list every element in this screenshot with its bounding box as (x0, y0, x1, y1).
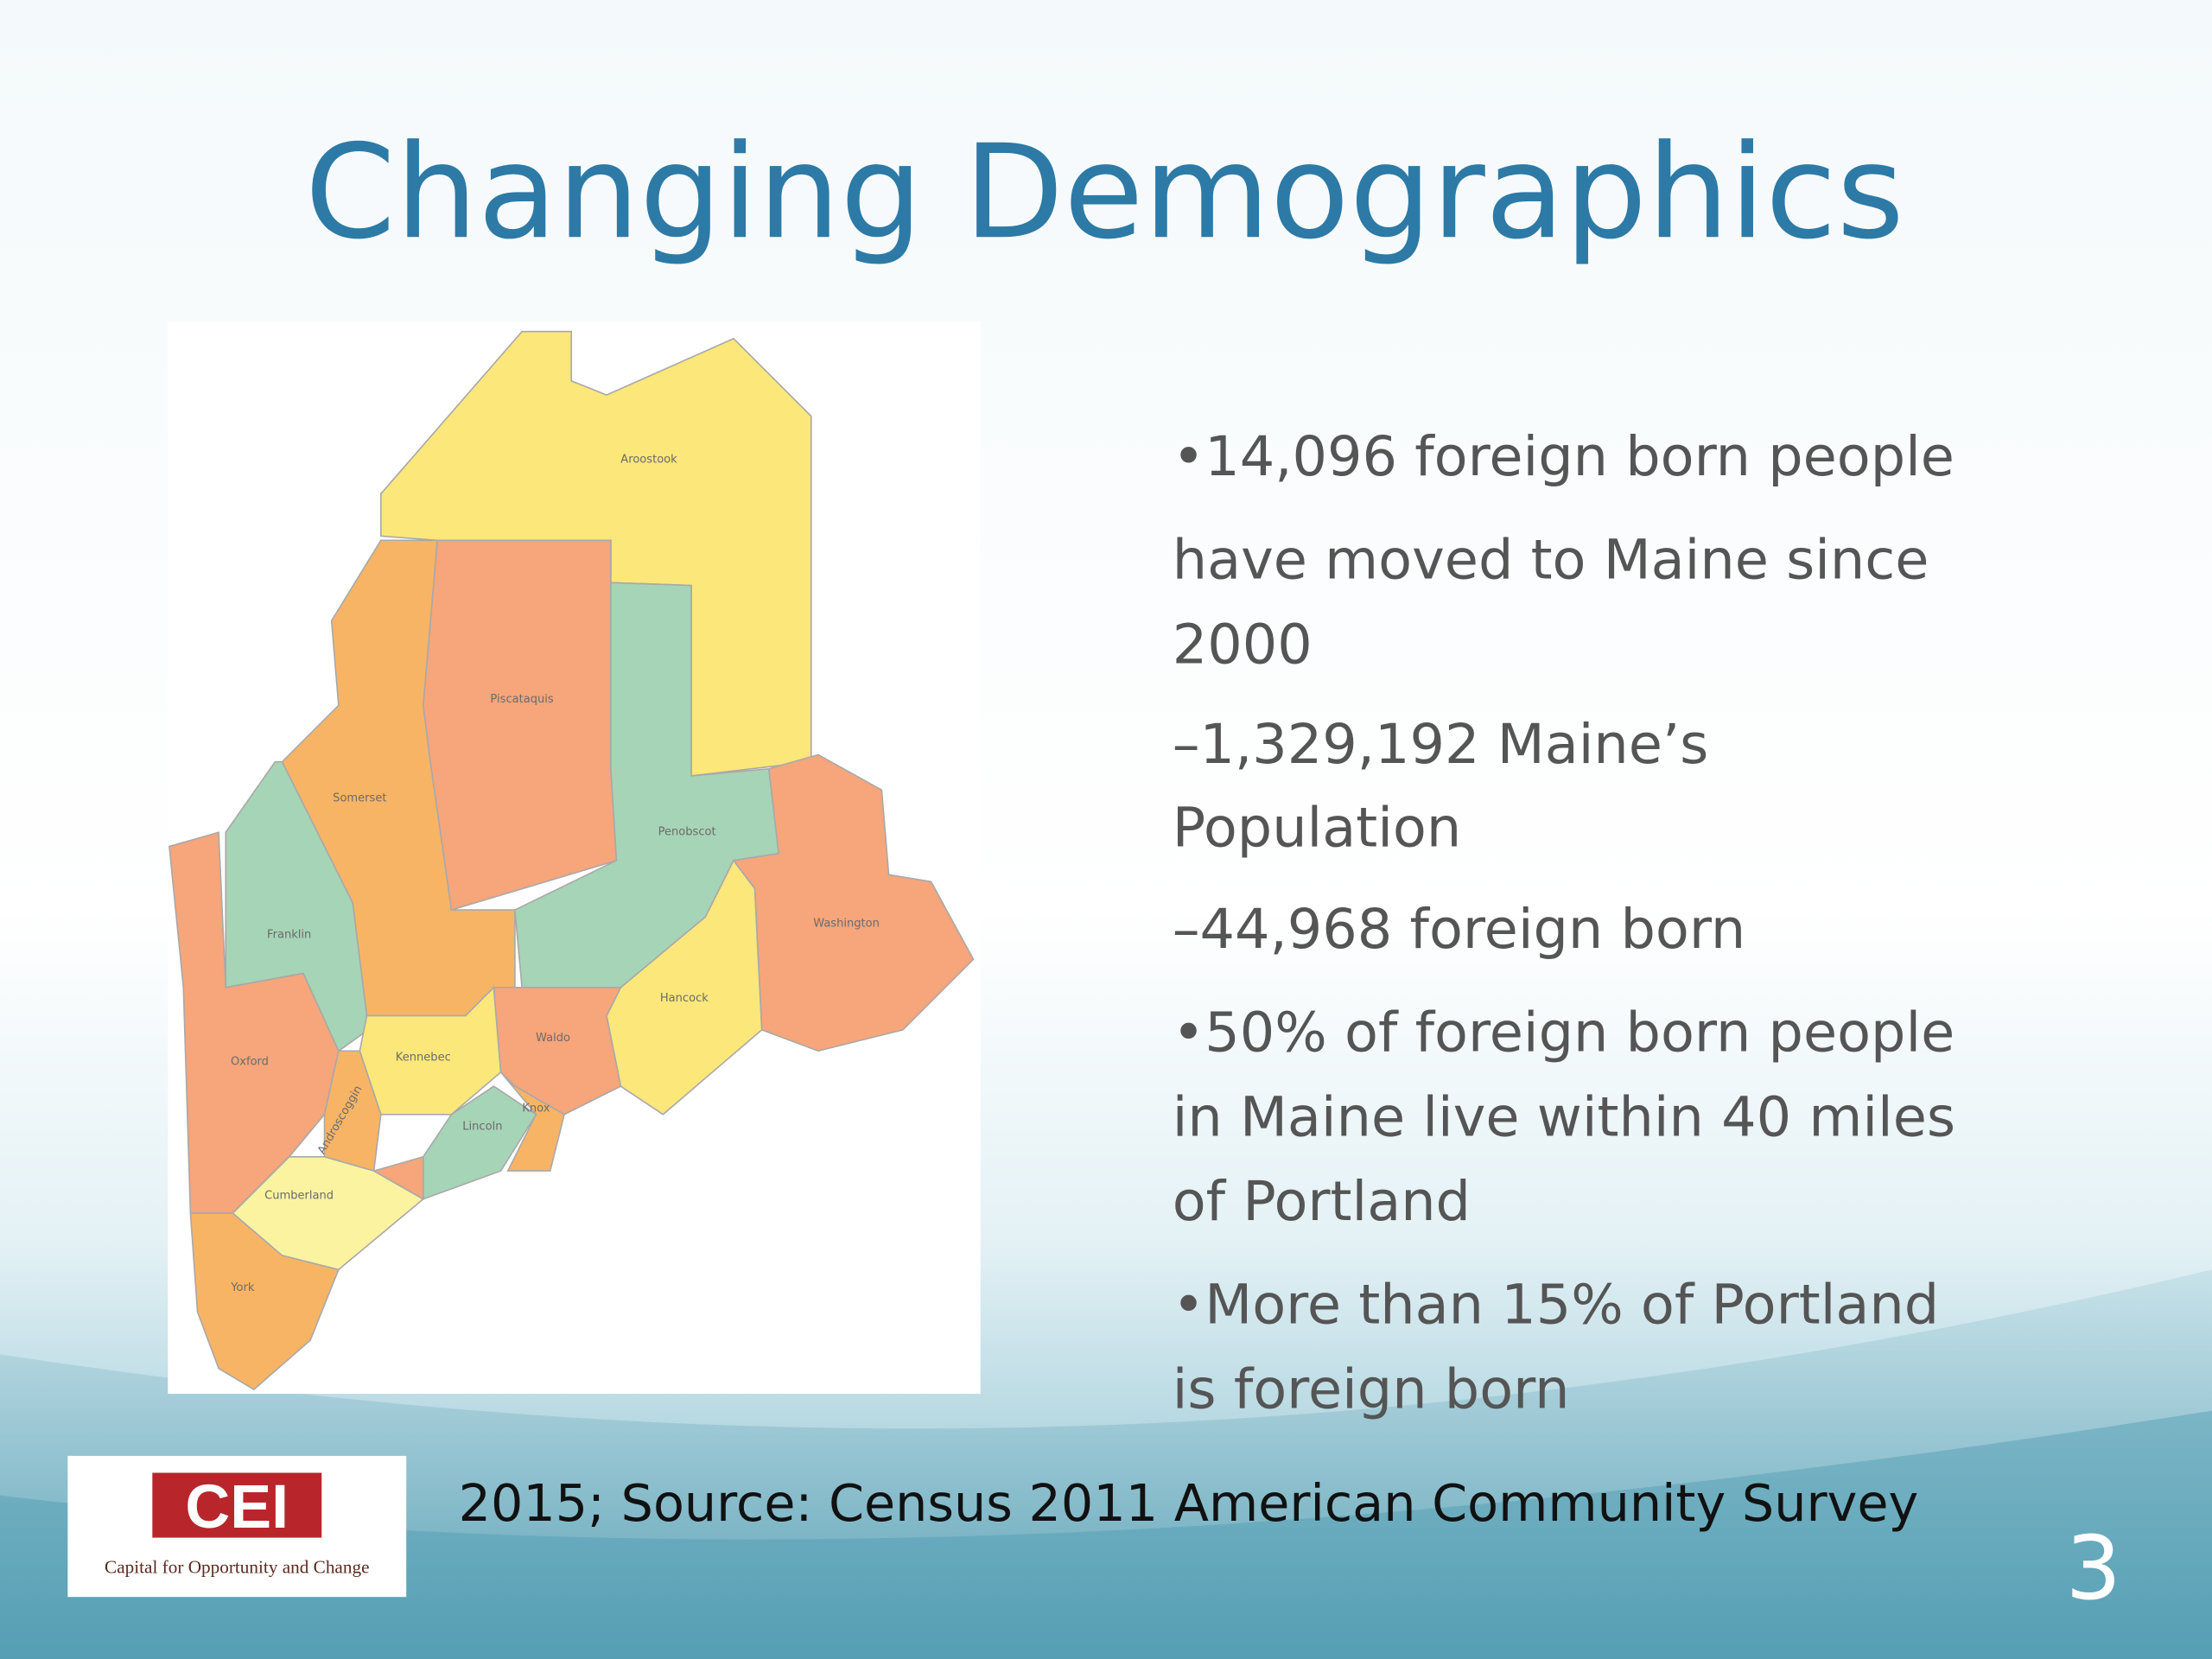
bullet-line: Population (1173, 797, 1461, 861)
county-label: Kennebec (396, 1052, 451, 1065)
logo-tagline: Capital for Opportunity and Change (105, 1556, 369, 1577)
county-label: Hancock (660, 992, 709, 1005)
county-label: Washington (813, 918, 880, 931)
bullet-line: in Maine live within 40 miles (1173, 1085, 1955, 1149)
county-label: Lincoln (462, 1121, 502, 1134)
county (422, 539, 618, 912)
background-wave (0, 1410, 2212, 1659)
county-label: York (230, 1281, 255, 1294)
county-label: Waldo (536, 1032, 570, 1045)
bullet-line: is foreign born (1173, 1357, 1570, 1421)
county-label: Somerset (333, 791, 386, 804)
county-label: Franklin (267, 929, 311, 942)
logo: CEI Capital for Opportunity and Change (67, 1455, 407, 1598)
county (499, 1071, 566, 1172)
bullet-list: •14,096 foreign born people have moved t… (1173, 425, 1955, 1421)
county-label: Aroostook (620, 454, 677, 467)
county-label: Piscataquis (490, 693, 553, 706)
map: Aroostook Piscataquis Somerset Penobscot… (168, 321, 981, 1395)
county (372, 1155, 424, 1201)
county (606, 859, 763, 1116)
logo-name: CEI (185, 1472, 289, 1541)
slide-title: Changing Demographics (305, 118, 1904, 268)
page-number: 3 (2066, 1517, 2121, 1619)
county-label: Knox (522, 1103, 550, 1116)
county-label: Oxford (231, 1056, 269, 1069)
bullet-line: 2000 (1173, 613, 1313, 677)
source-note: 2015; Source: Census 2011 American Commu… (459, 1473, 1919, 1533)
bullet-line: •More than 15% of Portland (1173, 1273, 1939, 1337)
logo-mark (152, 1472, 322, 1538)
county-label: Cumberland (264, 1190, 334, 1203)
bullet-line: –1,329,192 Maine’s (1173, 713, 1709, 777)
bullet-line: –44,968 foreign born (1173, 898, 1746, 962)
county (189, 1212, 340, 1391)
bullet-line: •50% of foreign born people (1173, 1001, 1955, 1065)
background-wave (0, 1269, 2212, 1659)
bullet-line: have moved to Maine since (1173, 528, 1929, 592)
bullet-line: of Portland (1173, 1170, 1471, 1234)
county-label: Penobscot (658, 826, 716, 839)
bullet-line: •14,096 foreign born people (1173, 425, 1955, 489)
